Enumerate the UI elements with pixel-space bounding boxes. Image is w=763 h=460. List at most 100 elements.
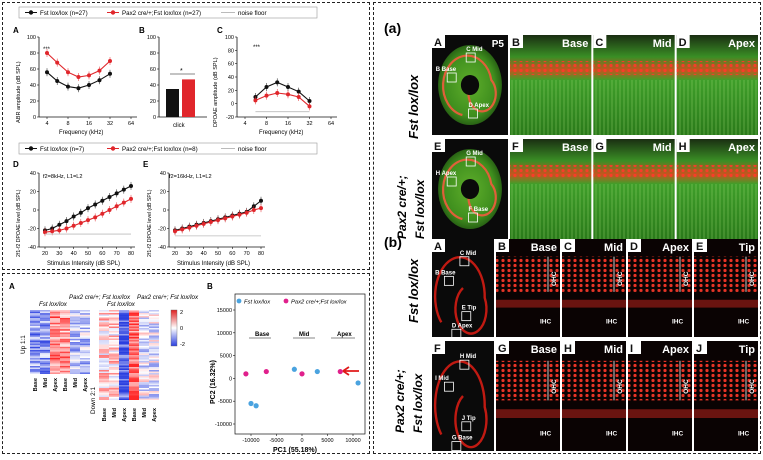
heat-cell (129, 368, 139, 370)
heat-cell (149, 322, 159, 324)
pca-yticks: 15000 10000 5000 0 -5000 -10000 (215, 308, 235, 428)
heat-cell (119, 311, 129, 313)
heat-cell (129, 367, 139, 369)
heat-cell (60, 356, 70, 358)
heat-cell (129, 370, 139, 372)
heat-cell (129, 371, 139, 373)
heat-cell (109, 368, 119, 370)
data-point (76, 75, 81, 79)
heat-cell (30, 362, 40, 365)
heat-cell (119, 331, 129, 333)
heat-cell (119, 379, 129, 381)
roi-label: F Base (468, 207, 488, 213)
tile-region: Apex (662, 242, 690, 254)
heat-cell (119, 316, 129, 318)
heat-cell (50, 367, 60, 370)
heat-cell (139, 362, 149, 364)
heat-cell (109, 379, 119, 381)
heat-cell (119, 338, 129, 340)
heat-cell (99, 374, 109, 376)
heat-cell (149, 310, 159, 312)
heat-cell (129, 388, 139, 390)
heat-cell (119, 397, 129, 399)
heat-cell (40, 324, 50, 326)
heat-cell (80, 310, 90, 312)
heat-cell (149, 362, 159, 364)
scale-top: 2 (180, 310, 183, 316)
heat-cell (129, 391, 139, 393)
heat-cell (99, 326, 109, 328)
heat-cell (109, 374, 119, 376)
roi-label: C Mid (466, 47, 483, 53)
heat-cell (139, 386, 149, 388)
heat-cell (149, 350, 159, 352)
heat-cell (109, 317, 119, 319)
heat-cell (99, 388, 109, 390)
heat-cell (80, 348, 90, 350)
heat-cell (149, 364, 159, 366)
data-point (253, 98, 258, 103)
heat-cell (149, 343, 159, 345)
heat-cell (119, 313, 129, 315)
roi-label: C Mid (460, 251, 477, 257)
heat-cell (80, 342, 90, 344)
data-point (107, 195, 112, 200)
heat-cell (80, 340, 90, 342)
heat-cell (149, 337, 159, 339)
ytick-label: 80 (228, 48, 234, 54)
ytick-label: 20 (228, 88, 234, 94)
xtick-label: 8 (66, 121, 69, 127)
heat-cell (30, 310, 40, 312)
heat-cell (99, 341, 109, 343)
heat-cell (149, 334, 159, 336)
heat-cell (60, 313, 70, 315)
pca-region-mid: Mid (299, 332, 310, 338)
heat-cell (40, 362, 50, 365)
heat-cell (109, 332, 119, 334)
heat-cell (99, 367, 109, 369)
roi-label: J Tip (462, 416, 476, 422)
heat-cell (80, 364, 90, 366)
ohc-rows (562, 360, 626, 401)
heat-cell (40, 361, 50, 363)
heat-cell (119, 332, 129, 334)
tile-letter: I (630, 343, 633, 355)
heat-cell (129, 392, 139, 394)
xtick-label: 4 (243, 121, 246, 127)
bar-fst (166, 89, 179, 117)
heat-cell (149, 391, 159, 393)
data-point (216, 218, 220, 223)
heat-cell (50, 372, 60, 374)
heat-cell (139, 316, 149, 318)
heat-cell (109, 389, 119, 391)
data-point (76, 86, 81, 91)
tile-letter-bg (496, 341, 509, 354)
data-point (237, 212, 242, 217)
heat-cell (50, 364, 60, 366)
scale-bot: -2 (180, 342, 185, 348)
heat-cell (149, 316, 159, 318)
ytick-label: 40 (30, 171, 36, 177)
heat-cell (70, 318, 80, 320)
legend2-noise: noise floor (238, 146, 267, 153)
data-point (121, 187, 126, 192)
heat-cell (119, 370, 129, 372)
ytick-label: 15000 (217, 308, 232, 314)
heat-cell (139, 343, 149, 345)
heat-cell (129, 335, 139, 337)
roi-box (459, 359, 470, 370)
heat-cell (119, 388, 129, 390)
panel-E-letter: E (143, 160, 149, 169)
heat-cell (109, 341, 119, 343)
tile-letter: B (512, 37, 520, 49)
heat-cell (80, 366, 90, 368)
heat-cell (80, 313, 90, 315)
ohc-label: OHC (749, 379, 756, 394)
heat-cell (50, 356, 60, 358)
heat-cell (109, 367, 119, 369)
heat-cell (129, 362, 139, 364)
tile-letter-bg (593, 139, 607, 152)
heat-cell (30, 359, 40, 362)
heat-cell (30, 358, 40, 360)
heat-cell (129, 317, 139, 319)
